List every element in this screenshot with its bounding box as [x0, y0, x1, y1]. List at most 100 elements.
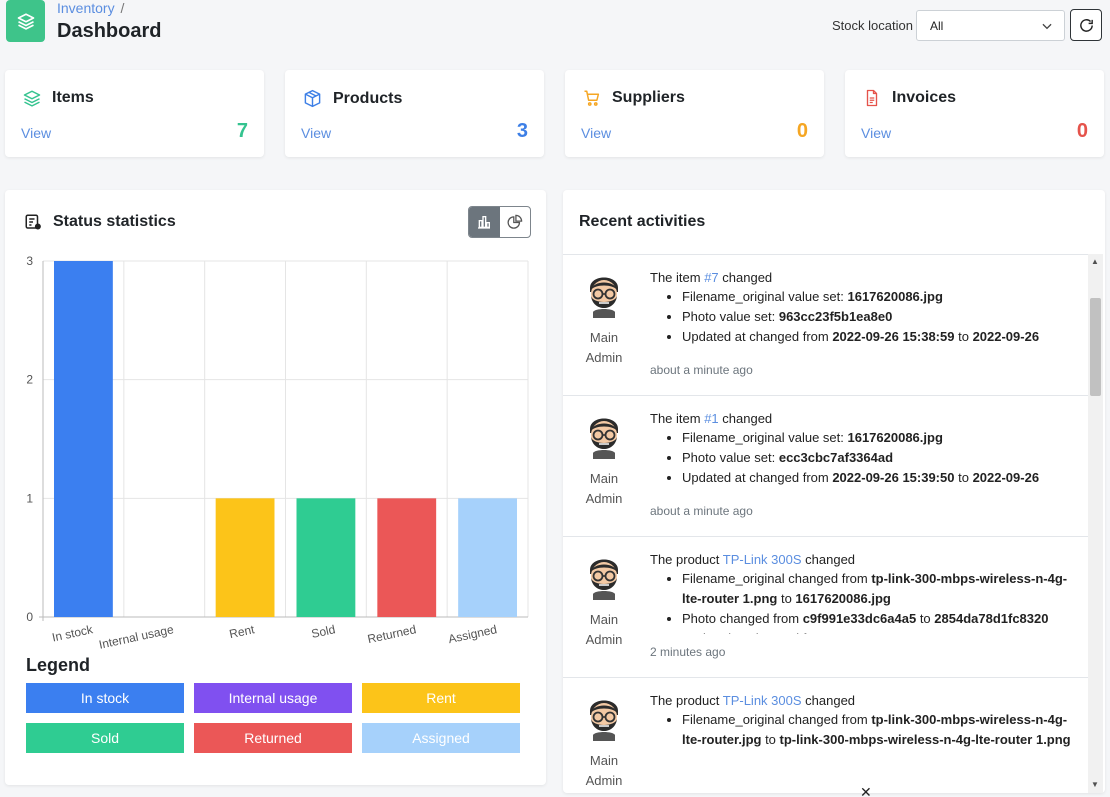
- invoices-count: 0: [1076, 120, 1088, 142]
- activity-user: Main Admin: [585, 753, 623, 788]
- status-bar-chart: 0 1 2 3 In stock Internal usage Rent Sold Return…: [26, 254, 529, 650]
- bar-chart-toggle-button[interactable]: [469, 207, 500, 237]
- activity-detail: Photo value set: ecc3cbc7af3364ad: [682, 448, 1086, 468]
- legend-sold[interactable]: Sold: [26, 723, 184, 753]
- suppliers-view-link[interactable]: View: [581, 125, 612, 141]
- activity-item: Main Admin The product TP-Link 300S change…: [563, 536, 1088, 678]
- app-logo[interactable]: [6, 0, 45, 42]
- activity-detail: Filename_original changed from tp-link-3…: [682, 569, 1086, 609]
- invoices-card: Invoices View 0: [845, 70, 1104, 157]
- legend-returned[interactable]: Returned: [194, 723, 352, 753]
- status-statistics-card: Status statistics 0 1 2 3 In stock Internal u…: [5, 190, 546, 785]
- activity-detail: Photo changed from c9f991e33dc6a4a5 to 2…: [682, 609, 1086, 629]
- breadcrumb-inventory-link[interactable]: Inventory: [57, 0, 115, 16]
- activity-body: The item #1 changed Filename_original val…: [650, 411, 1086, 493]
- activity-target-link[interactable]: #7: [704, 270, 719, 285]
- activity-details: Filename_original value set: 1617620086.…: [682, 287, 1086, 352]
- products-count: 3: [516, 120, 528, 142]
- legend-assigned[interactable]: Assigned: [362, 723, 520, 753]
- x-tick-label: Sold: [310, 622, 336, 641]
- products-view-link[interactable]: View: [301, 125, 332, 141]
- layers-icon: [17, 13, 34, 30]
- activity-detail: Updated at changed from 2022-09-26 15:38…: [682, 327, 1086, 352]
- status-list-icon: [25, 214, 41, 230]
- pie-chart-icon: [507, 214, 523, 229]
- items-card-header: Items: [23, 89, 94, 107]
- activity-headline: The product TP-Link 300S changed: [650, 693, 856, 708]
- activity-item: Main Admin The product TP-Link 300S change…: [563, 677, 1088, 793]
- activity-headline: The item #7 changed: [650, 270, 773, 285]
- bar-in-stock: [54, 261, 113, 617]
- invoices-card-title: Invoices: [892, 89, 957, 106]
- suppliers-card: Suppliers View 0: [565, 70, 824, 157]
- close-icon[interactable]: ✕: [860, 784, 872, 797]
- legend-title: Legend: [26, 655, 91, 675]
- activity-detail: Photo value set: 963cc23f5b1ea8e0: [682, 307, 1086, 327]
- refresh-icon: [1079, 18, 1093, 32]
- y-tick-label: 1: [26, 491, 33, 505]
- box-icon: [304, 89, 321, 108]
- items-card-title: Items: [52, 89, 94, 106]
- activity-user: Main Admin: [585, 471, 623, 506]
- layers-icon: [23, 90, 41, 107]
- x-tick-label: In stock: [51, 622, 95, 644]
- activity-target-link[interactable]: TP-Link 300S: [722, 693, 802, 708]
- products-card-header: Products: [303, 89, 402, 108]
- x-tick-label: Rent: [228, 622, 256, 641]
- invoice-icon: [866, 89, 878, 107]
- avatar: [585, 409, 623, 459]
- status-statistics-title: Status statistics: [53, 213, 176, 230]
- chart-type-toggle: [468, 206, 531, 238]
- activity-timestamp: about a minute ago: [650, 363, 753, 377]
- activity-target-link[interactable]: TP-Link 300S: [722, 552, 802, 567]
- activity-target-link[interactable]: #1: [704, 411, 719, 426]
- pie-chart-toggle-button[interactable]: [500, 207, 531, 237]
- user-avatar-icon: [590, 559, 618, 600]
- items-view-link[interactable]: View: [21, 125, 52, 141]
- page-title: Dashboard: [57, 20, 162, 42]
- x-tick-label: Assigned: [447, 622, 498, 646]
- scroll-up-icon[interactable]: ▲: [1091, 257, 1099, 266]
- activity-scrollbar[interactable]: ▲ ▼: [1088, 254, 1103, 793]
- invoices-card-header: Invoices: [863, 89, 956, 107]
- recent-activities-title: Recent activities: [579, 213, 706, 230]
- scrollbar-thumb[interactable]: [1090, 298, 1101, 396]
- avatar: [585, 691, 623, 741]
- activity-user: Main Admin: [585, 612, 623, 647]
- activity-body: The item #7 changed Filename_original val…: [650, 270, 1086, 352]
- suppliers-count: 0: [796, 120, 808, 142]
- bar-assigned: [458, 498, 517, 617]
- avatar: [585, 550, 623, 600]
- refresh-button[interactable]: [1070, 9, 1102, 41]
- chevron-down-icon: [1042, 23, 1052, 30]
- activity-detail: Updated at changed from 2022-09-26 15:39…: [682, 468, 1086, 493]
- activity-details: Filename_original changed from tp-link-3…: [682, 710, 1086, 750]
- stock-location-value: All: [930, 19, 944, 33]
- x-tick-label: Returned: [366, 622, 417, 646]
- legend-internal-usage[interactable]: Internal usage: [194, 683, 352, 713]
- stock-location-select[interactable]: All: [916, 10, 1065, 41]
- invoices-view-link[interactable]: View: [861, 125, 892, 141]
- user-avatar-icon: [590, 418, 618, 459]
- x-tick-label: Internal usage: [98, 622, 176, 650]
- bar-chart-icon: [478, 216, 491, 229]
- activity-detail: Filename_original value set: 1617620086.…: [682, 287, 1086, 307]
- bar-returned: [377, 498, 437, 617]
- y-tick-label: 3: [26, 254, 33, 268]
- scroll-down-icon[interactable]: ▼: [1091, 780, 1099, 789]
- activity-headline: The item #1 changed: [650, 411, 773, 426]
- activity-user: Main Admin: [585, 330, 623, 365]
- suppliers-card-header: Suppliers: [583, 89, 685, 107]
- legend-in-stock[interactable]: In stock: [26, 683, 184, 713]
- y-tick-label: 2: [26, 373, 33, 387]
- status-statistics-header: Status statistics: [24, 213, 176, 231]
- y-tick-label: 0: [26, 610, 33, 624]
- products-card-title: Products: [333, 89, 403, 107]
- products-card: Products View 3: [285, 70, 544, 157]
- legend-rent[interactable]: Rent: [362, 683, 520, 713]
- activity-detail: Updated at changed from 2022-09-26 15:42…: [682, 629, 1086, 634]
- activity-body: The product TP-Link 300S changed Filename…: [650, 552, 1086, 634]
